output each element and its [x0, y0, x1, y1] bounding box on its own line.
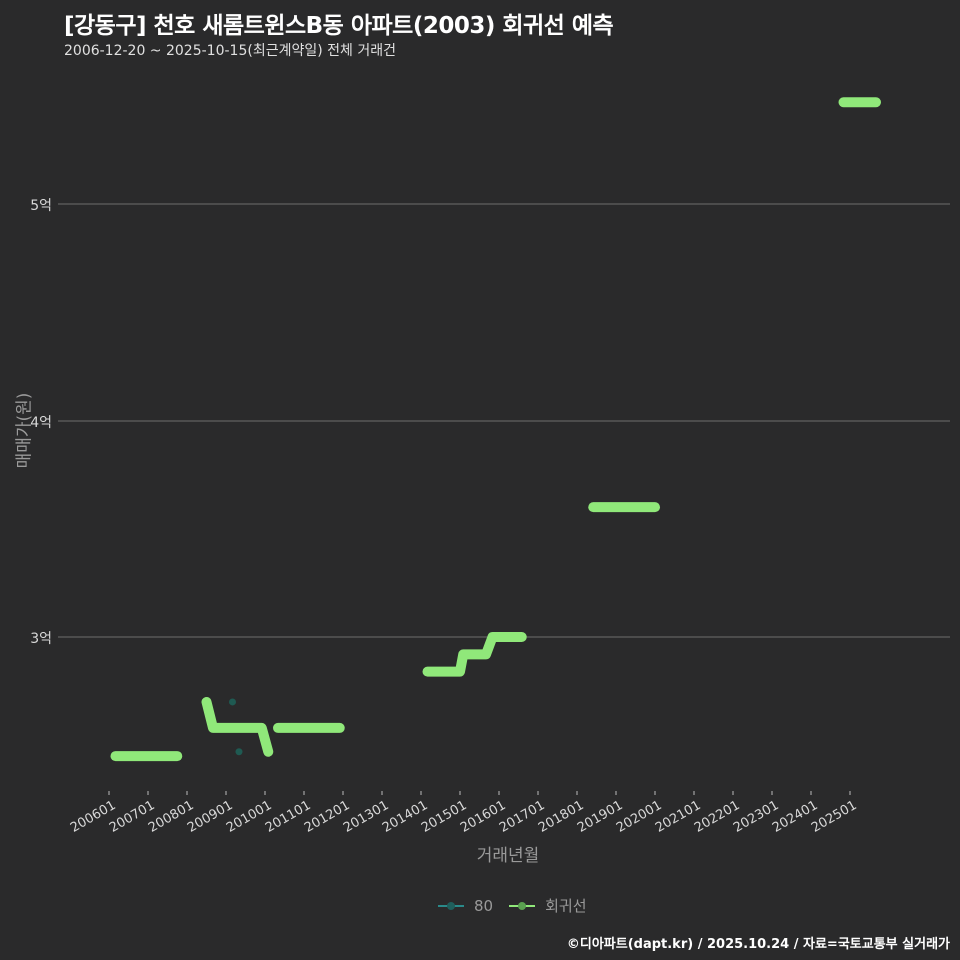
legend-swatch-80-icon	[438, 899, 464, 913]
x-tick-marks	[108, 791, 851, 795]
regression-line	[110, 97, 881, 762]
footer-credit: ©디아파트(dapt.kr) / 2025.10.24 / 자료=국토교통부 실…	[566, 937, 950, 952]
scatter-points	[229, 698, 243, 756]
y-axis-title: 매매가(원)	[14, 392, 35, 469]
legend-item-regression[interactable]: 회귀선	[509, 895, 587, 916]
gridlines	[58, 203, 950, 638]
chart-title: [강동구] 천호 새롬트윈스B동 아파트(2003) 회귀선 예측	[64, 13, 614, 39]
regression-segment	[422, 632, 527, 677]
data-point[interactable]	[235, 748, 243, 756]
legend-label: 80	[474, 896, 494, 915]
regression-segment	[201, 696, 274, 757]
chart-subtitle: 2006-12-20 ~ 2025-10-15(최근계약일) 전체 거래건	[64, 43, 396, 59]
y-tick-label: 4억	[30, 415, 52, 431]
legend-swatch-regression-icon	[509, 899, 536, 913]
legend-label: 회귀선	[545, 897, 587, 915]
legend-item-80[interactable]: 80	[438, 897, 493, 915]
x-axis-title: 거래년월	[476, 846, 540, 866]
y-tick-label: 3억	[30, 631, 52, 647]
y-tick-label: 5억	[30, 198, 52, 214]
legend: 80 회귀선	[438, 895, 595, 916]
data-point[interactable]	[229, 698, 236, 706]
